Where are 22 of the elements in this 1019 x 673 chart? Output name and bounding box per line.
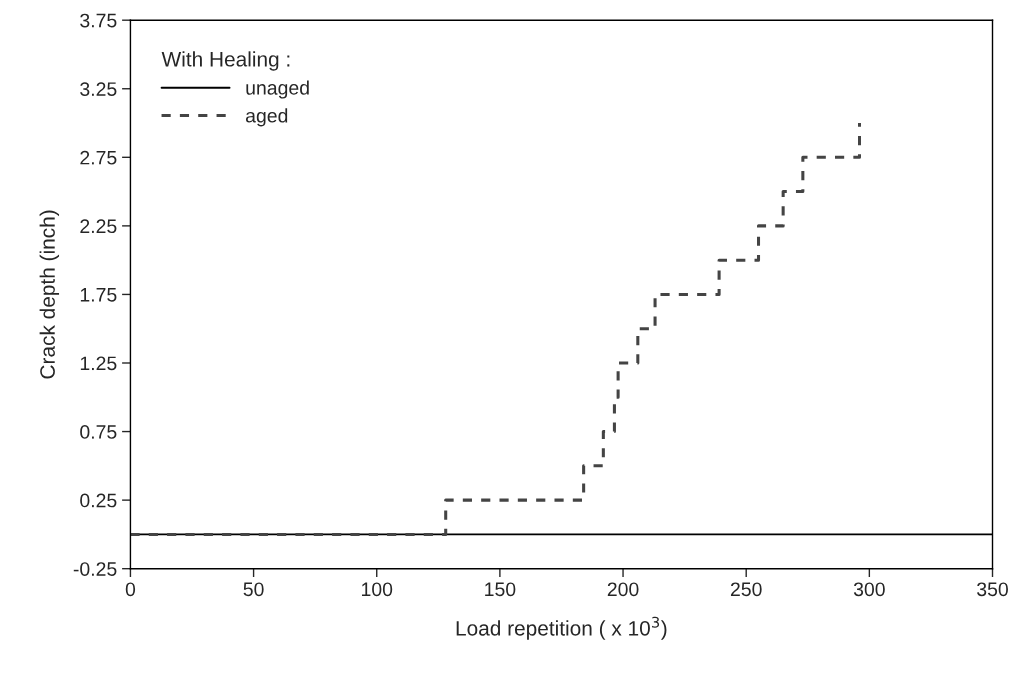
y-tick-label: 1.75 bbox=[80, 288, 117, 302]
x-tick-label: 350 bbox=[977, 582, 1008, 597]
y-tick-label: 2.75 bbox=[80, 150, 117, 165]
x-tick-label: 50 bbox=[243, 582, 264, 597]
y-tick-label: 0.75 bbox=[80, 425, 117, 439]
x-tick-label: 200 bbox=[607, 582, 639, 597]
x-tick-label: 0 bbox=[125, 582, 136, 597]
y-tick-label: 1.25 bbox=[80, 356, 117, 371]
x-axis-title: Load repetition ( x 10$^{3}$) bbox=[456, 616, 667, 640]
y-axis-title: Crack depth (inch) bbox=[39, 210, 60, 379]
legend-label: unaged bbox=[246, 80, 309, 99]
y-tick-label: 3.25 bbox=[80, 82, 117, 96]
y-tick-label: 2.25 bbox=[80, 219, 117, 234]
legend-title: With Healing : bbox=[161, 51, 290, 71]
y-tick-label: 3.75 bbox=[80, 13, 117, 28]
x-tick-label: 250 bbox=[730, 582, 762, 597]
x-tick-label: 100 bbox=[362, 582, 393, 597]
y-tick-label: -0.25 bbox=[73, 562, 117, 576]
legend-label: aged bbox=[245, 108, 288, 127]
x-tick-label: 300 bbox=[853, 582, 885, 597]
y-tick-label: 0.25 bbox=[80, 493, 117, 508]
x-tick-label: 150 bbox=[485, 582, 516, 597]
